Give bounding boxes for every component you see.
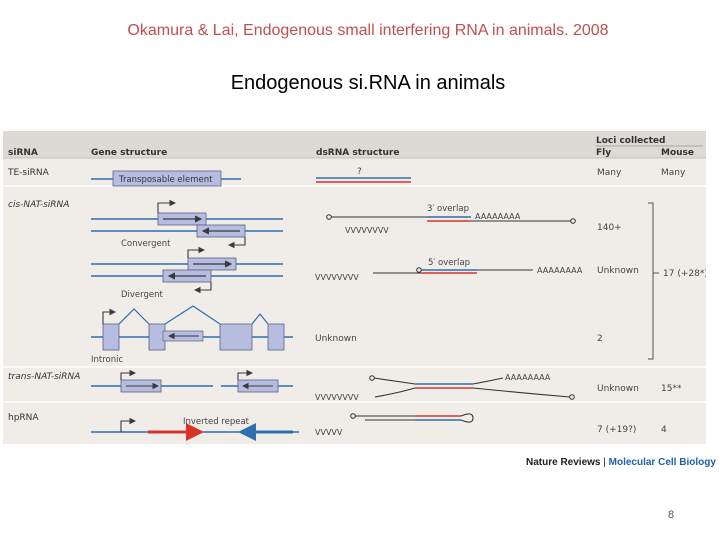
figure-header-band bbox=[3, 131, 706, 158]
hprna-mouse-count: 4 bbox=[661, 425, 667, 435]
intronic-label: Intronic bbox=[91, 355, 123, 365]
slide-title: Endogenous si.RNA in animals bbox=[230, 72, 506, 94]
citation-header: Okamura & Lai, Endogenous small interfer… bbox=[127, 22, 609, 39]
cis-mouse-count: 17 (+28*) bbox=[663, 269, 706, 279]
overlap-3prime-label: 3′ overlap bbox=[427, 204, 469, 214]
figure-credit: Nature Reviews | Molecular Cell Biology bbox=[526, 457, 716, 468]
row-label-hprna: hpRNA bbox=[8, 413, 39, 423]
trans-mouse-count: 15** bbox=[661, 384, 682, 394]
row-te-sirna: TE-siRNA Transposable element ? Many Man… bbox=[7, 167, 686, 187]
row-trans-nat-sirna: trans-NAT-siRNA AAAAAAAA VVVVVVVV Unknow… bbox=[8, 369, 682, 402]
header-sirna: siRNA bbox=[8, 148, 38, 158]
row-hprna: hpRNA Inverted repeat VVVVV 7 (+19?) 4 bbox=[8, 413, 667, 441]
row-label-trans-nat-sirna: trans-NAT-siRNA bbox=[8, 372, 80, 382]
convergent-label: Convergent bbox=[121, 239, 171, 249]
convergent-polya: AAAAAAAA bbox=[475, 212, 521, 221]
divergent-fly-count: Unknown bbox=[597, 266, 639, 276]
inverted-repeat-label: Inverted repeat bbox=[183, 417, 250, 427]
credit-journal: Nature Reviews bbox=[526, 457, 601, 468]
te-mouse-count: Many bbox=[661, 168, 686, 178]
intronic-dsrna-unknown: Unknown bbox=[315, 334, 357, 344]
credit-subjournal: Molecular Cell Biology bbox=[608, 457, 716, 468]
header-dsrna-structure: dsRNA structure bbox=[316, 148, 399, 158]
divergent-dsrna-structure: 5′ overlap VVVVVVVV AAAAAAAA Unknown bbox=[315, 258, 639, 282]
te-fly-count: Many bbox=[597, 168, 622, 178]
divergent-label: Divergent bbox=[121, 290, 164, 300]
header-gene-structure: Gene structure bbox=[91, 148, 167, 158]
convergent-dsrna-structure: 3′ overlap AAAAAAAA VVVVVVVV 140+ bbox=[326, 204, 622, 235]
intronic-gene-structure: Intronic Unknown 2 bbox=[91, 305, 603, 365]
convergent-squiggle: VVVVVVVV bbox=[345, 226, 389, 235]
row-label-te-sirna: TE-siRNA bbox=[7, 168, 50, 178]
header-fly: Fly bbox=[596, 148, 611, 158]
divergent-polya: AAAAAAAA bbox=[537, 266, 583, 275]
row-label-cis-nat-sirna: cis-NAT-siRNA bbox=[8, 200, 69, 210]
sirna-figure: siRNA Gene structure dsRNA structure Loc… bbox=[3, 131, 706, 444]
overlap-5prime-label: 5′ overlap bbox=[428, 258, 470, 268]
page-number: 8 bbox=[668, 509, 675, 521]
intronic-fly-count: 2 bbox=[597, 334, 603, 344]
trans-fly-count: Unknown bbox=[597, 384, 639, 394]
divergent-gene-structure: Divergent bbox=[91, 246, 283, 300]
transposable-element-label: Transposable element bbox=[118, 175, 213, 185]
row-cis-nat-sirna: cis-NAT-siRNA Convergent 3′ overlap AAAA… bbox=[8, 199, 706, 365]
header-mouse: Mouse bbox=[661, 148, 694, 158]
convergent-gene-structure: Convergent bbox=[91, 199, 283, 249]
convergent-fly-count: 140+ bbox=[597, 223, 622, 233]
trans-squiggle: VVVVVVVV bbox=[315, 393, 359, 402]
te-dsrna-unknown: ? bbox=[357, 167, 362, 177]
hprna-squiggle: VVVVV bbox=[315, 428, 343, 437]
hprna-fly-count: 7 (+19?) bbox=[597, 425, 636, 435]
divergent-squiggle: VVVVVVVV bbox=[315, 273, 359, 282]
trans-polya: AAAAAAAA bbox=[505, 373, 551, 382]
header-loci-collected: Loci collected bbox=[596, 136, 665, 146]
transposable-element-box bbox=[112, 170, 222, 187]
credit-separator: | bbox=[600, 457, 609, 468]
